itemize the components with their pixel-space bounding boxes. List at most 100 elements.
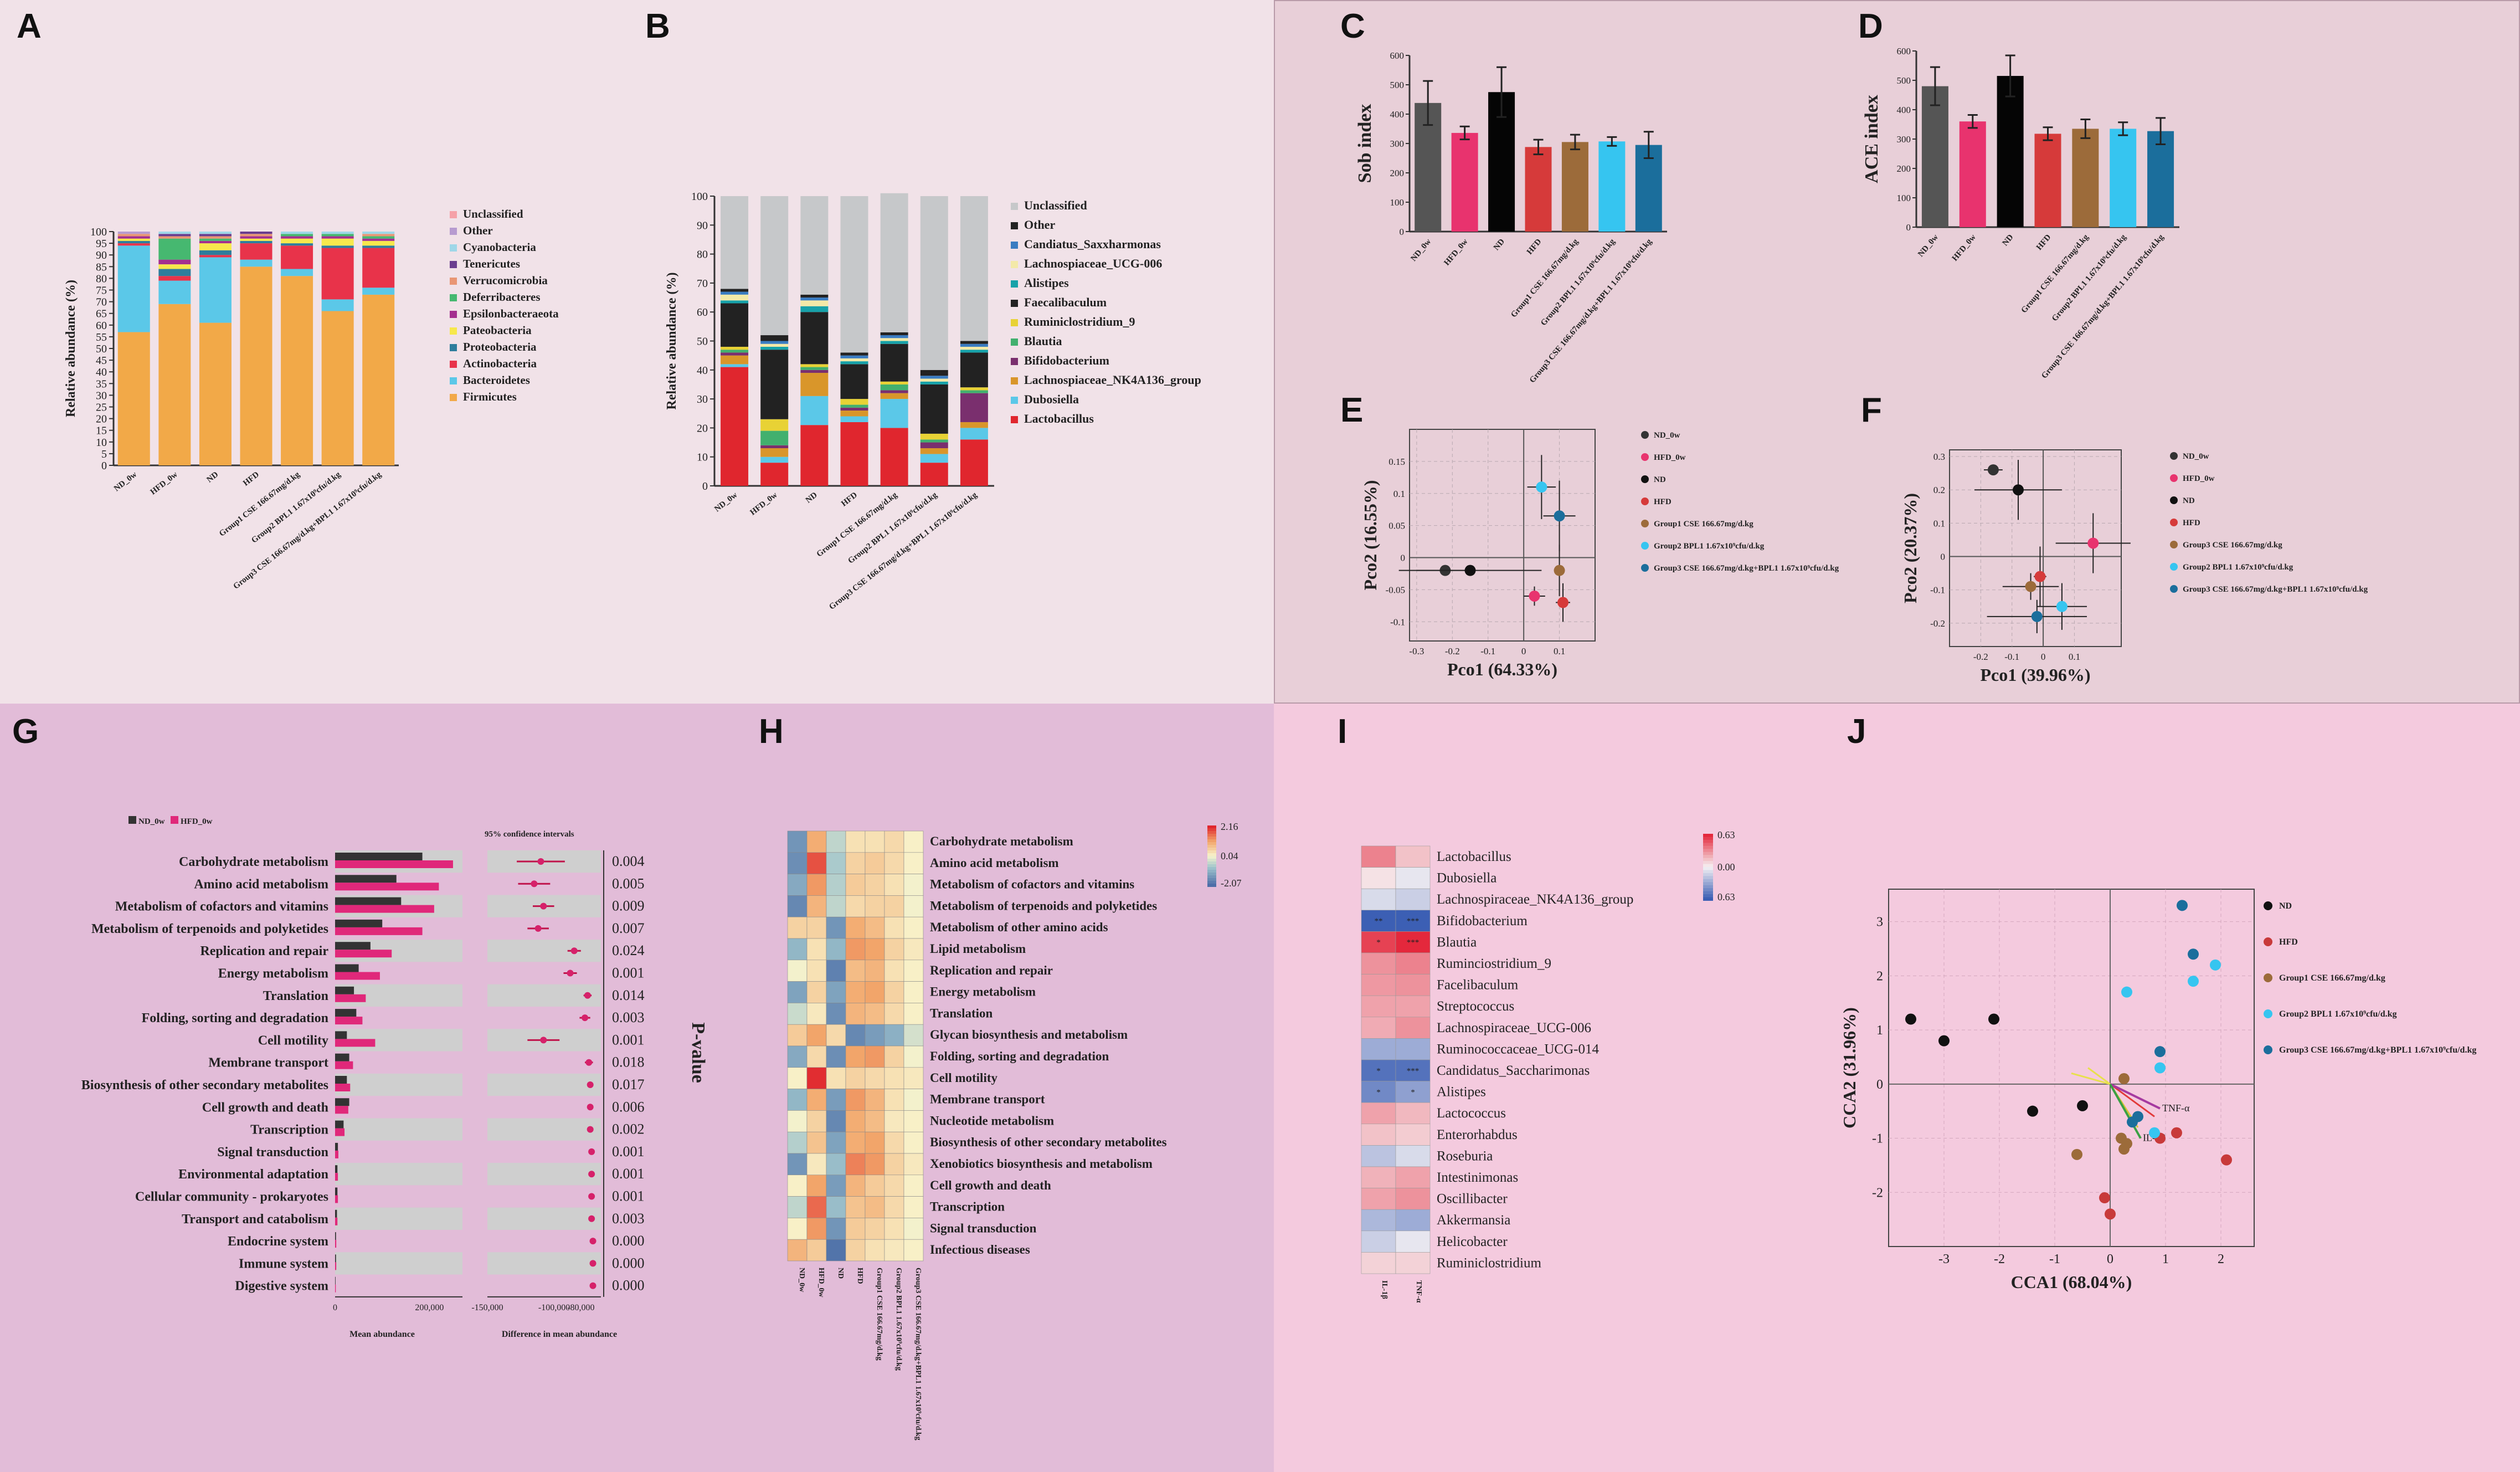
chart-G: Carbohydrate metabolism 0.004 Amino acid m… [81,816,708,1339]
bar-segment-pateobacteria [321,238,354,246]
bar-nd-0w [335,964,359,972]
point-group2 [2154,1062,2166,1074]
y-tick-label: 40 [96,366,107,378]
bar-segment-pateobacteria [362,240,395,246]
heatmap-cell [865,1024,885,1047]
heatmap-cell [884,1131,904,1154]
heatmap-cell [845,1089,866,1111]
category-label: Biosynthesis of other secondary metaboli… [81,1078,328,1093]
legend-marker [2170,496,2178,504]
bar [1525,147,1552,232]
row-label: Blautia [1437,935,1477,950]
bar-segment-verrucomicrobia [199,236,232,239]
heatmap-cell [865,1003,885,1025]
heatmap-cell [865,1174,885,1197]
point-group3 [1554,510,1565,522]
column-label: Group1 CSE 166.67mg/d.kg [875,1268,883,1361]
category-label: Carbohydrate metabolism [179,855,328,869]
row-label: Glycan biosynthesis and metabolism [930,1028,1128,1042]
x-tick-label: ND [1492,237,1506,252]
heatmap-cell [1361,1017,1396,1039]
heatmap-cell [787,830,808,853]
column-label: Group3 CSE 166.67mg/d.kg+BPL1 1.67x10⁹cf… [914,1268,922,1440]
heatmap-cell [826,1003,846,1025]
panel-letter-h: H [759,712,784,751]
heatmap-cell [1395,1166,1431,1188]
scale-step [1703,852,1713,856]
heatmap-cell [884,1067,904,1089]
heatmap-cell [806,1196,827,1218]
y-tick-label: 600 [1897,46,1911,57]
bar-segment-candiatus-saxxharmonas [760,341,789,344]
y-tick-label: 40 [697,365,708,377]
bar-nd-0w [335,1187,338,1196]
column-label: HFD_0w [817,1268,825,1298]
diff-point [540,902,547,910]
scale-label: 0.63 [1717,891,1735,902]
legend-swatch [1011,358,1018,365]
bar [2110,129,2137,227]
heatmap-cell [865,1110,885,1132]
bar-nd-0w [335,1120,344,1129]
legend-marker [2264,973,2272,982]
x-axis-title: Mean abundance [349,1330,415,1339]
legend-swatch [1011,319,1018,326]
bar-nd-0w [335,1031,347,1039]
heatmap-cell [884,1153,904,1176]
y-tick-label: 75 [96,285,107,297]
bar-hfd-0w [335,1017,363,1025]
bar-segment-other [721,289,749,292]
env-arrow [2110,1083,2155,1117]
bar-segment-faecalibaculum [960,352,988,388]
y-tick-label: -0.1 [1390,617,1405,627]
bar-segment-cyanobacteria [158,232,191,234]
bar-segment-faecalibaculum [920,384,948,434]
y-tick-label: 0.3 [1933,452,1945,462]
heatmap-cell [903,1003,924,1025]
scale-step [1207,837,1216,840]
heatmap-cell [903,1067,924,1089]
bar-segment-proteobacteria [362,245,395,248]
heatmap-cell [845,895,866,917]
bar-segment-lactobacillus [760,463,789,486]
bar-segment-pateobacteria [199,243,232,250]
panel-letter-j: J [1847,712,1866,751]
category-label: Signal transduction [217,1145,328,1160]
y-tick-label: 0.15 [1388,457,1405,467]
y-tick-label: 0.1 [1393,489,1405,499]
x-tick-label: -0.1 [1480,646,1495,656]
category-label: Membrane transport [208,1056,328,1070]
y-tick-label: 20 [96,413,107,425]
category-label: Energy metabolism [218,967,328,981]
p-value: 0.001 [612,1032,645,1048]
chart-I: Lactobacillus Dubosiella Lachnospiraceae_N… [1361,829,1735,1303]
heatmap-cell [884,1024,904,1047]
bar-segment-cyanobacteria [321,232,354,234]
heatmap-cell [826,852,846,874]
significance-mark: *** [1407,917,1420,926]
y-tick-label: 500 [1390,80,1405,90]
row-band [487,1252,601,1275]
bar-segment-bacteroidetes [281,269,313,276]
heatmap-cell [865,1239,885,1261]
y-tick-label: 10 [96,437,107,449]
row-label: Enterorhabdus [1437,1127,1518,1142]
heatmap-cell [1361,1188,1396,1210]
heatmap-cell [826,1045,846,1068]
heatmap-cell [1395,888,1431,911]
legend-label: Dubosiella [1024,392,1079,406]
legend-marker [2264,901,2272,910]
legend-marker [2170,452,2178,460]
legend-swatch [1011,377,1018,384]
point-nd [1905,1013,1916,1025]
legend-label: Group3 CSE 166.67mg/d.kg+BPL1 1.67x10⁹cf… [1654,564,1839,573]
chart-E: -0.1 -0.05 0 0.05 0.1 0.15 -0.3 -0.2 -0.1 0 0.1 Pco… [1360,429,1839,679]
heatmap-cell [884,1110,904,1132]
arrow-label: TNF-α [2162,1102,2190,1114]
legend-label: ND [2183,496,2195,505]
bar-segment-alistipes [880,341,908,344]
bar-segment-verrucomicrobia [117,234,150,237]
point-nd [2013,484,2024,496]
p-value: 0.001 [612,965,645,981]
panel-letter-f: F [1861,391,1882,429]
